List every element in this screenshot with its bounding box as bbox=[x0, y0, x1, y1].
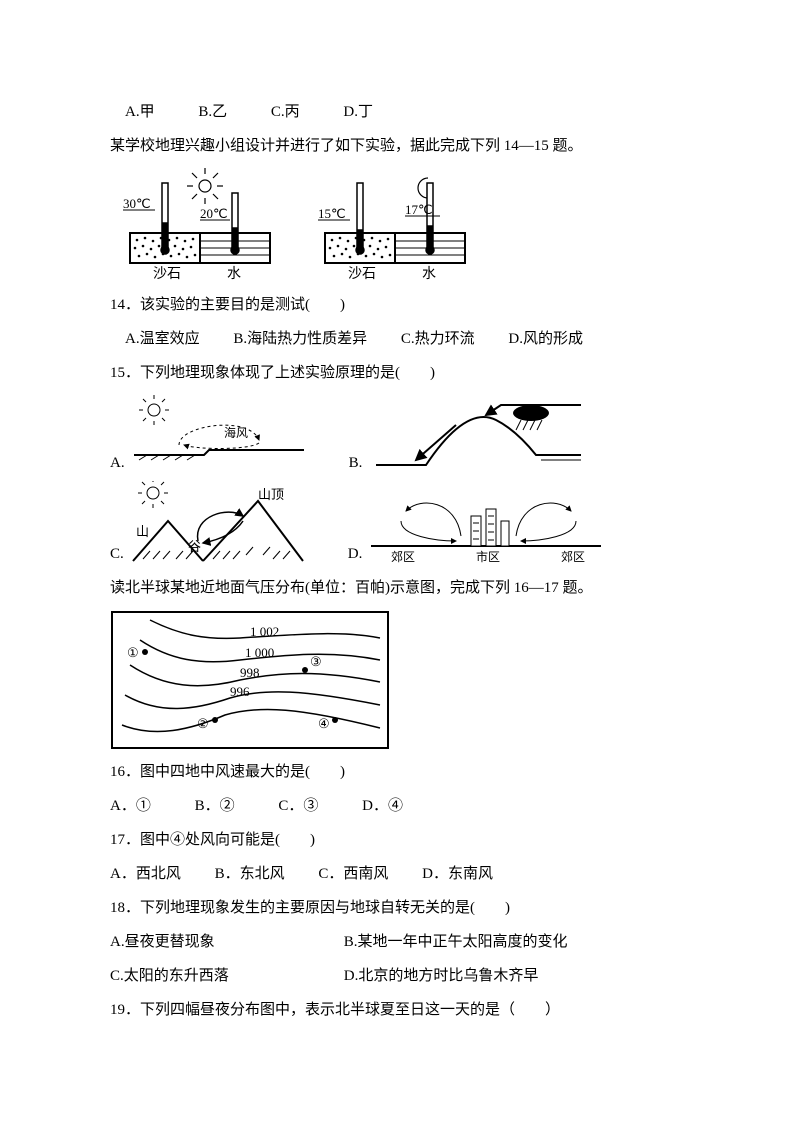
q14-optB: B.海陆热力性质差异 bbox=[233, 331, 367, 347]
svg-text:市区: 市区 bbox=[476, 549, 500, 564]
svg-text:山: 山 bbox=[136, 524, 149, 539]
q16-optD: D．④ bbox=[362, 798, 403, 814]
svg-text:17℃: 17℃ bbox=[405, 202, 433, 217]
q18-row2: C.太阳的东升西落 D.北京的地方时比乌鲁木齐早 bbox=[110, 964, 710, 988]
q14-options: A.温室效应 B.海陆热力性质差异 C.热力环流 D.风的形成 bbox=[110, 327, 710, 351]
q17-optC: C．西南风 bbox=[318, 866, 388, 882]
q15-labelC: C. bbox=[110, 542, 124, 566]
svg-text:①: ① bbox=[127, 645, 139, 660]
svg-text:海风: 海风 bbox=[224, 425, 248, 440]
q15-figD: 郊区 市区 郊区 bbox=[366, 481, 606, 566]
svg-text:④: ④ bbox=[318, 716, 330, 731]
svg-text:③: ③ bbox=[310, 654, 322, 669]
q15-labelD: D. bbox=[348, 542, 363, 566]
figure-pressure-map: 1 002 1 000 998 996 ① ② ③ ④ bbox=[110, 610, 710, 750]
svg-text:1 000: 1 000 bbox=[245, 645, 274, 660]
q17-options: A．西北风 B．东北风 C．西南风 D．东南风 bbox=[110, 862, 710, 886]
q14-optD: D.风的形成 bbox=[508, 331, 583, 347]
svg-text:20℃: 20℃ bbox=[200, 206, 228, 221]
svg-text:30℃: 30℃ bbox=[123, 196, 151, 211]
q13-optA: A.甲 bbox=[125, 104, 155, 120]
q15-figB bbox=[366, 395, 586, 475]
intro-16-17: 读北半球某地近地面气压分布(单位：百帕)示意图，完成下列 16—17 题。 bbox=[110, 576, 710, 600]
svg-text:沙石: 沙石 bbox=[348, 267, 376, 282]
q13-optB: B.乙 bbox=[198, 104, 227, 120]
q18-optD: D.北京的地方时比乌鲁木齐早 bbox=[344, 968, 539, 984]
q17-optA: A．西北风 bbox=[110, 866, 181, 882]
q16-optA: A．① bbox=[110, 798, 151, 814]
svg-text:山顶: 山顶 bbox=[258, 487, 284, 502]
q15-row-AB: A. 海风 B. bbox=[110, 395, 710, 475]
q18-stem: 18．下列地理现象发生的主要原因与地球自转无关的是( ) bbox=[110, 896, 710, 920]
svg-text:15℃: 15℃ bbox=[318, 206, 346, 221]
q18-optA: A.昼夜更替现象 bbox=[110, 930, 340, 954]
svg-text:郊区: 郊区 bbox=[391, 550, 415, 564]
intro-14-15: 某学校地理兴趣小组设计并进行了如下实验，据此完成下列 14—15 题。 bbox=[110, 134, 710, 158]
q15-row-CD: C. 山 谷 山顶 D. 郊区 市区 郊区 bbox=[110, 481, 710, 566]
svg-text:水: 水 bbox=[227, 266, 241, 282]
svg-text:998: 998 bbox=[240, 665, 260, 680]
svg-text:996: 996 bbox=[230, 684, 250, 699]
svg-text:沙石: 沙石 bbox=[153, 267, 181, 282]
q18-optB: B.某地一年中正午太阳高度的变化 bbox=[344, 934, 568, 950]
svg-text:1 002: 1 002 bbox=[250, 624, 279, 639]
q16-options: A．① B．② C．③ D．④ bbox=[110, 794, 710, 818]
svg-text:郊区: 郊区 bbox=[561, 550, 585, 564]
q13-optC: C.丙 bbox=[271, 104, 300, 120]
q18-row1: A.昼夜更替现象 B.某地一年中正午太阳高度的变化 bbox=[110, 930, 710, 954]
q16-stem: 16．图中四地中风速最大的是( ) bbox=[110, 760, 710, 784]
svg-text:谷: 谷 bbox=[188, 539, 201, 554]
svg-text:②: ② bbox=[197, 716, 209, 731]
q15-figC: 山 谷 山顶 bbox=[128, 481, 308, 566]
q17-optB: B．东北风 bbox=[215, 866, 285, 882]
q14-stem: 14．该实验的主要目的是测试( ) bbox=[110, 293, 710, 317]
q15-labelA: A. bbox=[110, 451, 125, 475]
q15-labelB: B. bbox=[349, 451, 363, 475]
svg-text:水: 水 bbox=[422, 266, 436, 282]
q16-optC: C．③ bbox=[278, 798, 318, 814]
q13-options: A.甲 B.乙 C.丙 D.丁 bbox=[110, 100, 710, 124]
q19-stem: 19．下列四幅昼夜分布图中，表示北半球夏至日这一天的是（ ） bbox=[110, 998, 710, 1022]
q15-stem: 15．下列地理现象体现了上述实验原理的是( ) bbox=[110, 361, 710, 385]
q15-figA: 海风 bbox=[129, 395, 309, 475]
figure-experiment: 30℃ 20℃ 沙石 水 15℃ 17℃ 沙石 水 bbox=[110, 168, 710, 283]
q18-optC: C.太阳的东升西落 bbox=[110, 964, 340, 988]
q16-optB: B．② bbox=[195, 798, 235, 814]
q14-optC: C.热力环流 bbox=[401, 331, 475, 347]
q17-optD: D．东南风 bbox=[422, 866, 493, 882]
q14-optA: A.温室效应 bbox=[125, 331, 200, 347]
q17-stem: 17．图中④处风向可能是( ) bbox=[110, 828, 710, 852]
q13-optD: D.丁 bbox=[343, 104, 373, 120]
